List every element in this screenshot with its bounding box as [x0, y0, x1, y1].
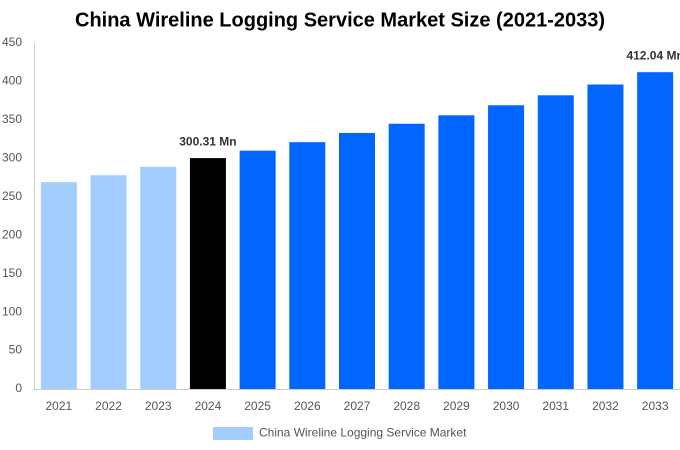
y-tick-label: 300 — [2, 151, 22, 165]
y-tick-label: 100 — [2, 304, 22, 318]
bar — [388, 123, 425, 389]
bar — [438, 115, 475, 389]
x-tick-label: 2027 — [344, 399, 371, 413]
x-tick-label: 2029 — [443, 399, 470, 413]
chart-title: China Wireline Logging Service Market Si… — [75, 9, 605, 31]
value-label: 300.31 Mn — [179, 134, 236, 148]
y-tick-label: 350 — [2, 112, 22, 126]
x-tick-label: 2031 — [542, 399, 569, 413]
y-tick-label: 400 — [2, 74, 22, 88]
bar — [90, 175, 127, 389]
bar — [488, 105, 525, 389]
x-tick-label: 2032 — [592, 399, 619, 413]
x-tick-label: 2021 — [45, 399, 72, 413]
y-tick-label: 450 — [2, 35, 22, 49]
bar — [140, 166, 177, 389]
y-tick-label: 250 — [2, 189, 22, 203]
x-tick-label: 2030 — [493, 399, 520, 413]
bar — [189, 158, 226, 389]
bar — [537, 95, 574, 389]
x-tick-label: 2024 — [195, 399, 222, 413]
y-tick-label: 50 — [9, 343, 23, 357]
value-label: 412.04 Mn — [626, 48, 680, 62]
legend-label: China Wireline Logging Service Market — [259, 426, 467, 440]
y-tick-label: 200 — [2, 227, 22, 241]
x-tick-label: 2026 — [294, 399, 321, 413]
bar — [339, 132, 375, 389]
x-tick-label: 2025 — [244, 399, 271, 413]
x-tick-label: 2028 — [393, 399, 420, 413]
bar — [289, 142, 326, 389]
y-tick-label: 150 — [2, 266, 22, 280]
x-tick-label: 2033 — [642, 399, 669, 413]
bar — [637, 72, 674, 390]
x-tick-label: 2023 — [145, 399, 172, 413]
bar — [239, 150, 276, 389]
x-tick-label: 2022 — [95, 399, 122, 413]
y-tick-label: 0 — [15, 381, 22, 395]
bar — [587, 84, 624, 390]
bar — [40, 182, 77, 389]
legend-swatch — [213, 427, 253, 440]
